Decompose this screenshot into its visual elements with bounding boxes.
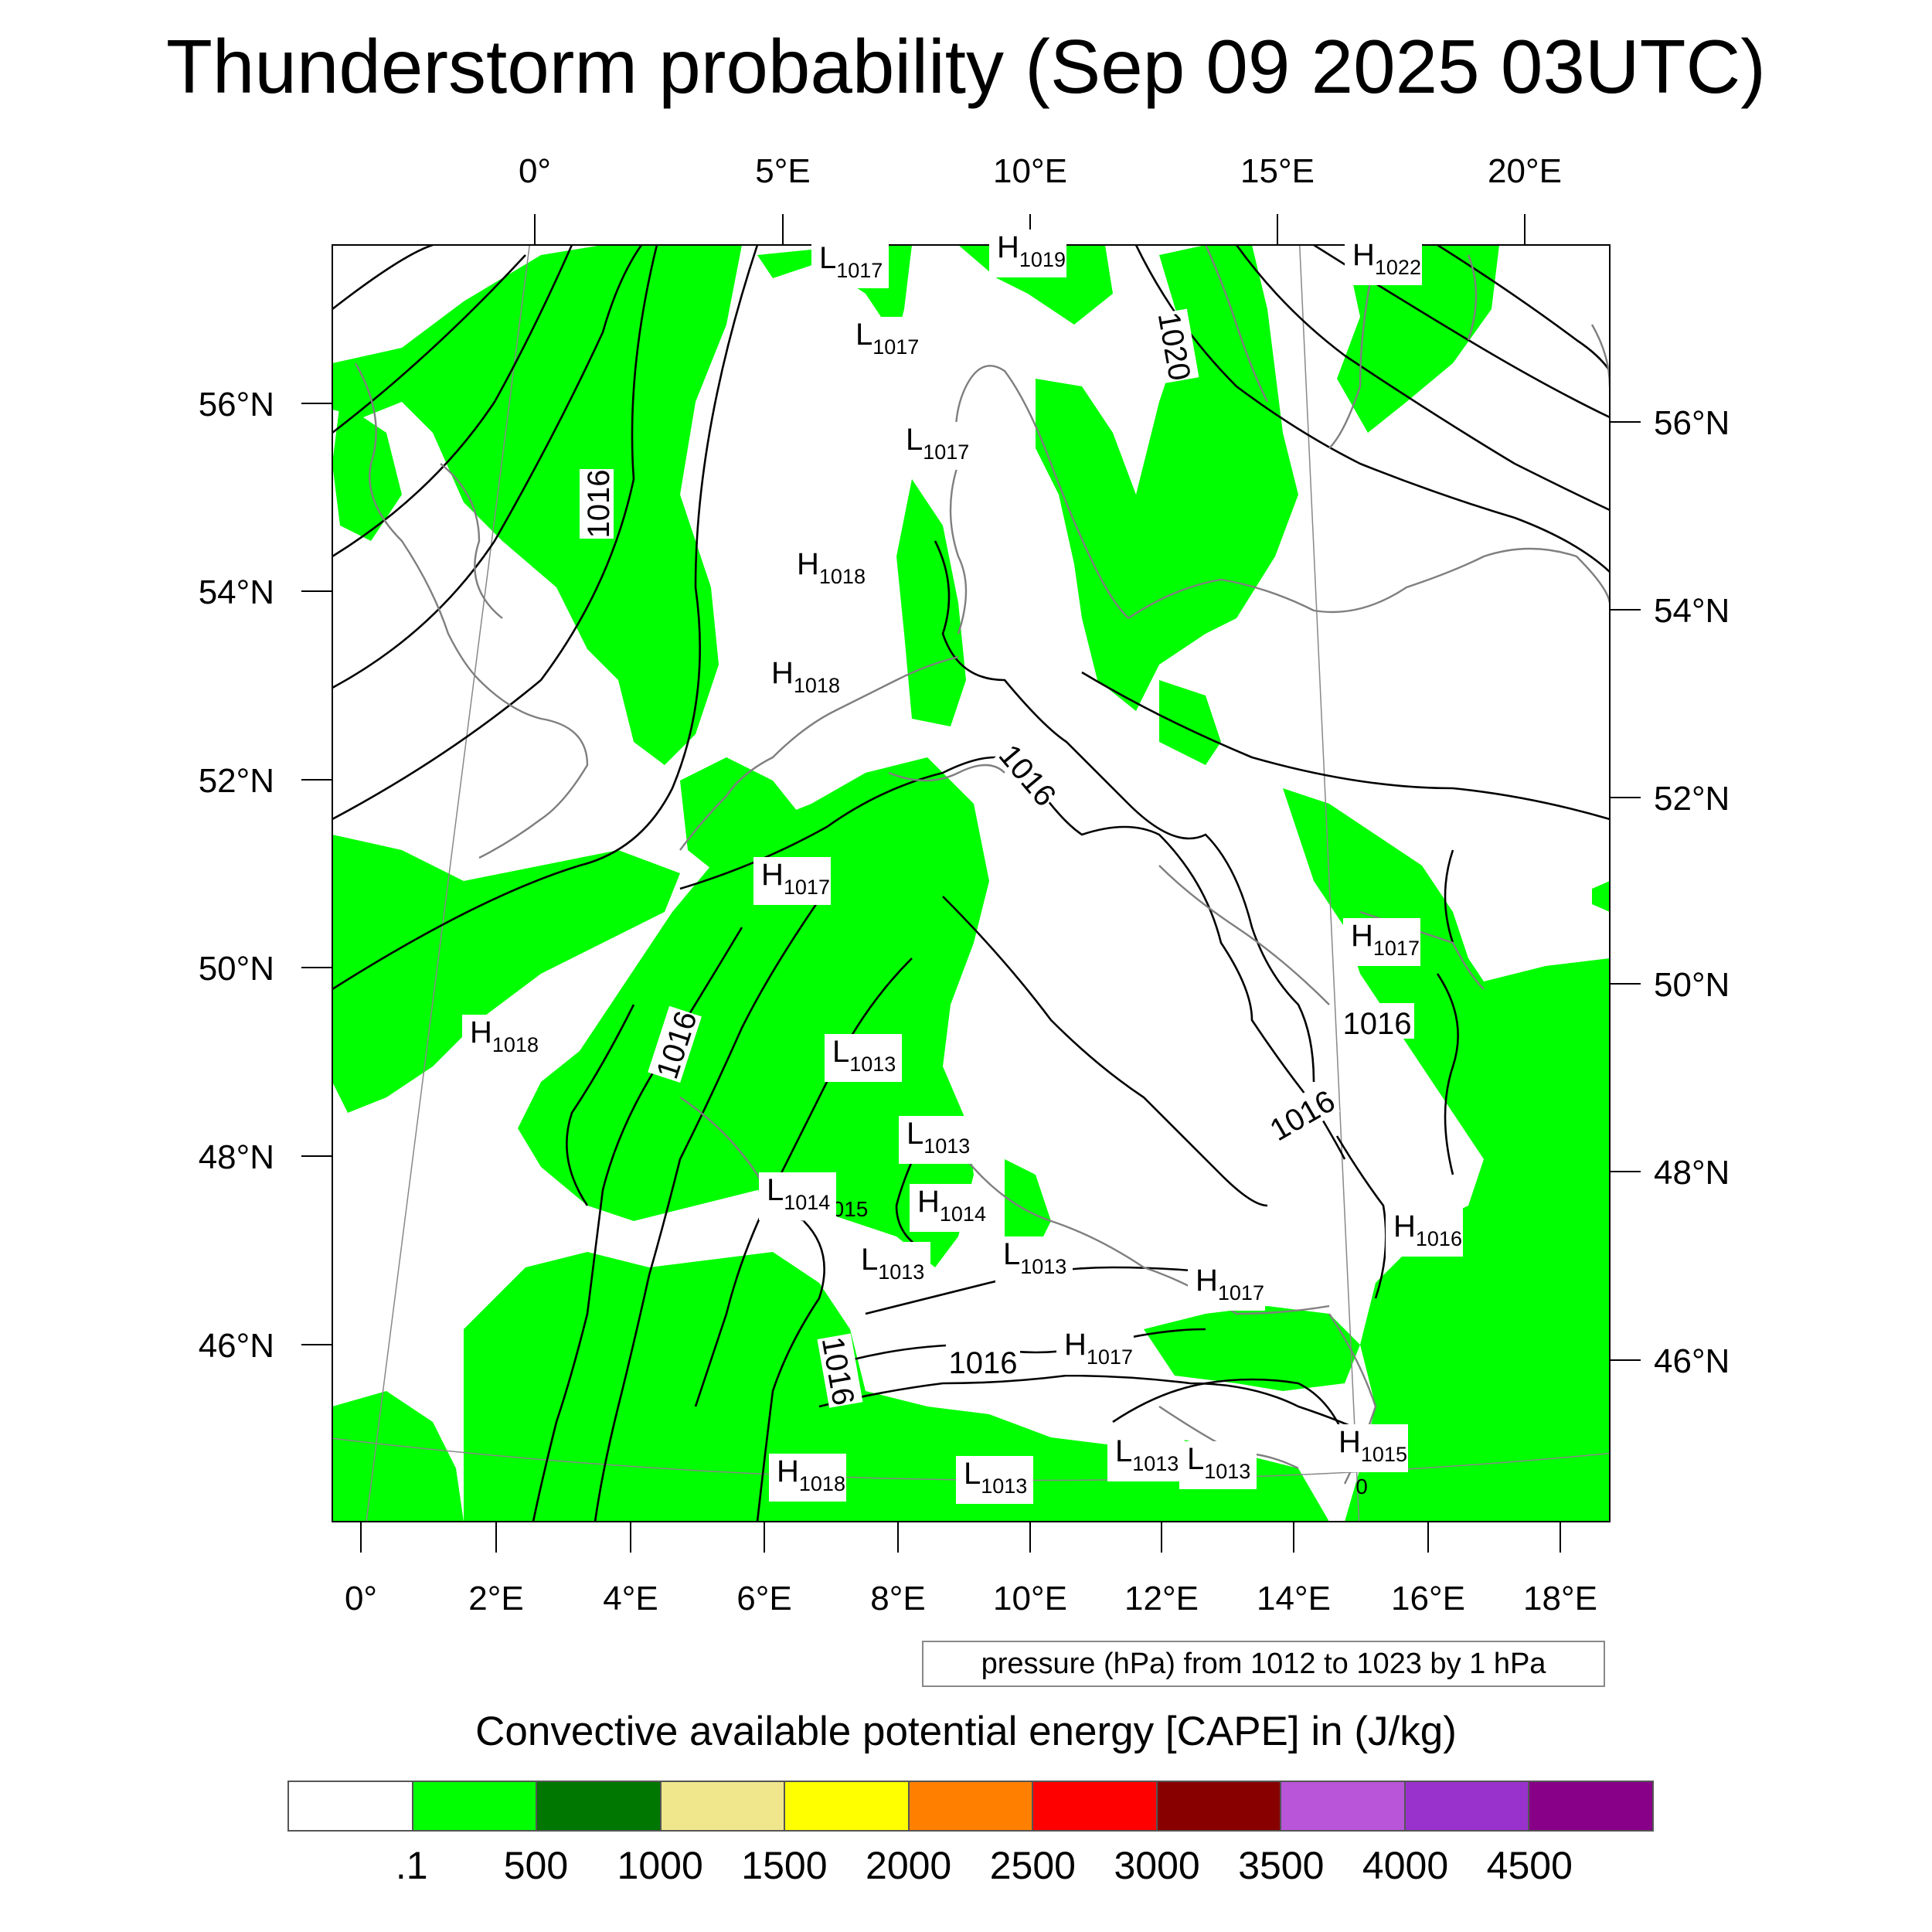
pressure-center-marker: H1019	[997, 230, 1066, 271]
pressure-center-marker: H1017	[1064, 1328, 1133, 1369]
colorbar-box	[1405, 1782, 1530, 1830]
colorbar-box	[1033, 1782, 1158, 1830]
right-lat-label: 54°N	[1654, 592, 1730, 630]
pressure-center-marker: H1018	[797, 547, 866, 588]
tick-marks	[301, 214, 1641, 1553]
colorbar-label: 1000	[617, 1844, 703, 1887]
contour-label: 0	[1355, 1475, 1368, 1498]
bottom-lon-label: 0°	[345, 1580, 377, 1617]
colorbar-label: 500	[503, 1844, 569, 1887]
top-longitude-labels: 0° 5°E 10°E 15°E 20°E	[519, 152, 1562, 190]
colorbar-box	[1529, 1782, 1653, 1830]
contour-label: 1016	[1343, 1007, 1412, 1041]
left-lat-label: 46°N	[199, 1327, 274, 1365]
pressure-center-marker: H1017	[1196, 1264, 1264, 1304]
pressure-center-marker: H1015	[1338, 1425, 1407, 1466]
pressure-center-marker: L1017	[855, 318, 919, 359]
top-lon-label: 15°E	[1240, 152, 1315, 190]
colorbar-labels: .1 500 1000 1500 2000 2500 3000 3500 400…	[287, 1843, 1654, 1897]
left-lat-label: 56°N	[199, 386, 274, 423]
pressure-center-marker: L1017	[819, 241, 883, 282]
colorbar-box	[1281, 1782, 1406, 1830]
colorbar-box	[1157, 1782, 1282, 1830]
pressure-center-marker: L1014	[767, 1173, 830, 1214]
bottom-lon-label: 4°E	[603, 1580, 658, 1617]
pressure-center-marker: L1013	[832, 1035, 896, 1076]
bottom-lon-label: 10°E	[993, 1580, 1067, 1617]
colorbar-box	[413, 1782, 538, 1830]
bottom-lon-label: 12°E	[1124, 1580, 1199, 1617]
colorbar-label: 4500	[1486, 1844, 1573, 1887]
bottom-longitude-labels: 0° 2°E 4°E 6°E 8°E 10°E 12°E 14°E 16°E 1…	[345, 1580, 1597, 1617]
bottom-lon-label: 14°E	[1257, 1580, 1331, 1617]
pressure-center-marker: L1013	[861, 1243, 924, 1284]
bottom-lon-label: 6°E	[736, 1580, 791, 1617]
coastlines-borders	[354, 245, 1610, 1485]
pressure-center-marker: L1013	[964, 1457, 1027, 1498]
cape-areas	[332, 245, 1610, 1522]
pressure-centers: L1017 H1019 H1022 L1017 L1017 H1018 H101…	[462, 230, 1463, 1504]
left-latitude-labels: 56°N 54°N 52°N 50°N 48°N 46°N	[199, 386, 274, 1365]
pressure-contour-note: pressure (hPa) from 1012 to 1023 by 1 hP…	[922, 1641, 1605, 1687]
right-latitude-labels: 56°N 54°N 52°N 50°N 48°N 46°N	[1654, 404, 1730, 1380]
pressure-center-marker: L1013	[1187, 1442, 1250, 1483]
colorbar-box	[537, 1782, 662, 1830]
right-lat-label: 46°N	[1654, 1342, 1730, 1380]
colorbar-label: 3000	[1114, 1844, 1200, 1887]
top-lon-label: 5°E	[755, 152, 810, 190]
contour-label: 1016	[582, 470, 616, 539]
left-lat-label: 52°N	[199, 762, 274, 800]
pressure-center-marker: H1017	[1351, 919, 1420, 960]
pressure-center-marker: L1013	[1115, 1434, 1179, 1475]
colorbar-box	[661, 1782, 786, 1830]
pressure-center-marker: H1022	[1352, 238, 1421, 279]
left-lat-label: 48°N	[199, 1138, 274, 1176]
bottom-lon-label: 16°E	[1391, 1580, 1465, 1617]
pressure-center-marker: H1017	[761, 858, 830, 899]
top-lon-label: 0°	[519, 152, 551, 190]
map-title: Thunderstorm probability (Sep 09 2025 03…	[166, 24, 1766, 109]
pressure-center-marker: H1018	[771, 656, 840, 697]
colorbar-label: .1	[395, 1844, 428, 1887]
colorbar-label: 3500	[1238, 1844, 1325, 1887]
bottom-lon-label: 8°E	[870, 1580, 925, 1617]
contour-label: 1016	[949, 1346, 1018, 1380]
colorbar-label: 1500	[741, 1844, 828, 1887]
colorbar-label: 2500	[989, 1844, 1076, 1887]
pressure-center-marker: L1017	[906, 423, 969, 464]
contour-label: 015	[832, 1197, 869, 1221]
pressure-center-marker: H1018	[470, 1015, 539, 1056]
pressure-center-marker: H1016	[1393, 1209, 1462, 1250]
right-lat-label: 52°N	[1654, 780, 1730, 818]
top-lon-label: 10°E	[993, 152, 1067, 190]
bottom-lon-label: 2°E	[468, 1580, 523, 1617]
colorbar-label: 4000	[1362, 1844, 1449, 1887]
cape-colorbar	[287, 1781, 1654, 1832]
colorbar-box	[785, 1782, 910, 1830]
left-lat-label: 50°N	[199, 950, 274, 988]
left-lat-label: 54°N	[199, 573, 274, 611]
top-lon-label: 20°E	[1488, 152, 1562, 190]
pressure-center-marker: L1013	[906, 1117, 970, 1158]
pressure-center-marker: H1014	[917, 1185, 986, 1226]
colorbar-label: 2000	[866, 1844, 952, 1887]
pressure-center-marker: H1018	[777, 1454, 845, 1495]
right-lat-label: 50°N	[1654, 966, 1730, 1004]
map-frame	[332, 244, 1611, 1522]
right-lat-label: 56°N	[1654, 404, 1730, 442]
legend-title: Convective available potential energy [C…	[475, 1709, 1457, 1754]
bottom-lon-label: 18°E	[1523, 1580, 1597, 1617]
right-lat-label: 48°N	[1654, 1154, 1730, 1192]
colorbar-box	[909, 1782, 1034, 1830]
colorbar-box	[289, 1782, 413, 1830]
pressure-center-marker: L1013	[1003, 1237, 1066, 1278]
